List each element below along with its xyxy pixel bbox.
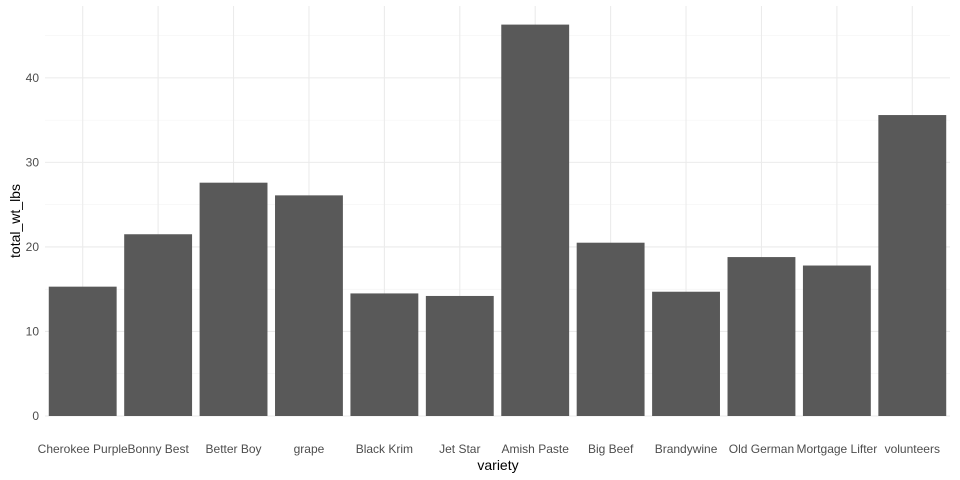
bar [199, 182, 268, 416]
y-tick-label: 20 [26, 240, 40, 254]
x-tick-label: Cherokee Purple [38, 442, 128, 456]
bars [48, 24, 947, 417]
x-tick-label: Jet Star [439, 442, 480, 456]
x-tick-label: volunteers [885, 442, 940, 456]
y-tick-label: 30 [26, 155, 40, 169]
x-tick-label: Better Boy [206, 442, 262, 456]
x-tick-label: Brandywine [655, 442, 718, 456]
x-tick-labels: Cherokee Purple Bonny Best Better Boy grape… [38, 442, 940, 456]
x-tick-label: Amish Paste [502, 442, 570, 456]
y-tick-labels: 0 10 20 30 40 [26, 71, 40, 423]
x-axis-title: variety [477, 457, 518, 473]
bar [48, 286, 117, 416]
x-tick-label: Old German [729, 442, 794, 456]
bar [275, 195, 343, 416]
bar [425, 295, 494, 416]
bar [501, 24, 570, 417]
bar [802, 265, 871, 416]
y-tick-label: 10 [26, 324, 40, 338]
x-tick-label: grape [294, 442, 325, 456]
bar [124, 234, 193, 416]
x-tick-label: Mortgage Lifter [797, 442, 878, 456]
bar [652, 291, 720, 416]
x-tick-label: Black Krim [356, 442, 413, 456]
bar [878, 115, 947, 416]
bar [350, 293, 419, 416]
x-tick-label: Bonny Best [127, 442, 189, 456]
y-tick-label: 0 [32, 409, 39, 423]
x-tick-label: Big Beef [588, 442, 634, 456]
y-axis-title: total_wt_lbs [7, 184, 23, 258]
bar [727, 257, 796, 416]
bar [576, 242, 645, 416]
y-tick-label: 40 [26, 71, 40, 85]
